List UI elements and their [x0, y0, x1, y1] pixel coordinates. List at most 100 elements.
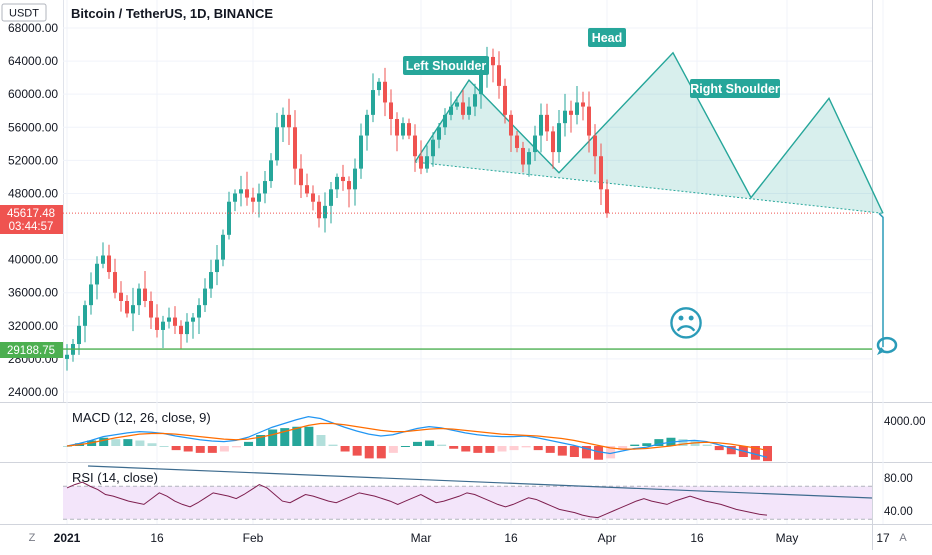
macd-histogram-bar	[437, 444, 447, 446]
macd-axis-label: 4000.00	[884, 416, 926, 428]
macd-histogram-bar	[280, 428, 290, 446]
candle-body	[197, 305, 201, 318]
candle-body	[293, 127, 297, 169]
macd-histogram-bar	[569, 446, 579, 457]
macd-histogram-bar	[654, 439, 664, 446]
macd-histogram-bar	[111, 439, 121, 446]
candle-body	[443, 114, 447, 128]
macd-histogram-bar	[594, 446, 604, 460]
candle-body	[299, 168, 303, 186]
candle-body	[257, 193, 261, 202]
candle-body	[383, 81, 387, 103]
price-tick-label: 24000.00	[8, 385, 58, 399]
macd-histogram-bar	[400, 446, 410, 447]
candle-body	[563, 110, 567, 124]
left-shoulder-label: Left Shoulder	[406, 59, 487, 73]
price-tick-label: 60000.00	[8, 87, 58, 101]
candle-body	[347, 181, 351, 190]
candle-body	[407, 123, 411, 136]
macd-histogram-bar	[207, 446, 217, 453]
time-tick-label: 16	[504, 531, 518, 545]
candle-body	[371, 90, 375, 115]
price-tick-label: 40000.00	[8, 253, 58, 267]
candle-body	[545, 114, 549, 132]
macd-histogram-bar	[171, 446, 181, 451]
currency-badge[interactable]: USDT	[9, 8, 39, 20]
macd-histogram-bar	[521, 446, 531, 448]
auto-scale-button[interactable]: A	[899, 532, 907, 544]
macd-histogram-bar	[219, 446, 229, 452]
macd-histogram-bar	[388, 446, 398, 453]
candle-body	[341, 176, 345, 182]
macd-histogram-bar	[485, 446, 495, 453]
rsi-band	[63, 486, 872, 520]
macd-histogram-bar	[557, 446, 567, 456]
macd-histogram-bar	[268, 429, 278, 446]
price-tick-label: 36000.00	[8, 286, 58, 300]
time-axis[interactable]: 202116FebMar16Apr16May17Jun	[54, 531, 932, 545]
candle-body	[185, 321, 189, 335]
time-tick-label: 2021	[54, 531, 81, 545]
macd-label[interactable]: MACD (12, 26, close, 9)	[72, 410, 211, 425]
candle-body	[491, 56, 495, 66]
candle-body	[227, 201, 231, 235]
candle-body	[119, 292, 123, 301]
candle-body	[167, 317, 171, 322]
candle-body	[605, 189, 609, 214]
candle-body	[287, 114, 291, 128]
time-tick-label: May	[776, 531, 799, 545]
macd-histogram-bar	[183, 446, 193, 452]
macd-histogram-bar	[292, 426, 302, 446]
bar-countdown: 03:44:57	[9, 221, 54, 233]
timezone-button[interactable]: Z	[29, 532, 36, 544]
candle-body	[413, 135, 417, 157]
head-and-shoulders-pattern[interactable]	[414, 51, 884, 214]
currency-badge-box[interactable]	[1, 3, 47, 22]
current-price-value: 45617.48	[7, 208, 55, 220]
time-tick-label: 16	[690, 531, 704, 545]
candle-body	[143, 288, 147, 301]
pattern-outline	[414, 51, 884, 214]
macd-histogram-bar	[316, 435, 326, 446]
candle-body	[65, 354, 69, 359]
candle-body	[335, 176, 339, 190]
macd-histogram-bar	[376, 446, 386, 459]
macd-histogram-bar	[618, 446, 628, 451]
candle-body	[569, 110, 573, 115]
candle-body	[101, 255, 105, 264]
rsi-trend-line[interactable]	[87, 465, 873, 499]
price-tick-label: 32000.00	[8, 319, 58, 333]
candle-body	[95, 263, 99, 285]
sad-face-icon: ☹	[667, 303, 705, 344]
candle-body	[533, 135, 537, 153]
candle-body	[473, 94, 477, 107]
candle-body	[269, 160, 273, 182]
candle-body	[401, 123, 405, 136]
candle-body	[461, 102, 465, 115]
price-tick-label: 52000.00	[8, 153, 58, 167]
candle-body	[317, 201, 321, 219]
support-price-badge	[0, 342, 63, 358]
time-tick-label: Apr	[598, 531, 617, 545]
candle-body	[479, 73, 483, 95]
candle-body	[503, 85, 507, 115]
macd-histogram-bar	[763, 446, 772, 462]
candle-body	[113, 272, 117, 293]
candle-body	[359, 135, 363, 169]
candle-body	[509, 114, 513, 136]
target-arrow-icon	[877, 347, 885, 356]
rsi-label[interactable]: RSI (14, close)	[72, 470, 158, 485]
candle-body	[419, 156, 423, 169]
candle-body	[353, 168, 357, 190]
head-tag	[588, 28, 626, 47]
candle-body	[527, 152, 531, 165]
candle-body	[323, 205, 327, 219]
candle-body	[77, 325, 81, 345]
candle-body	[539, 114, 543, 136]
macd-histogram-bar	[449, 446, 459, 449]
candle-body	[551, 131, 555, 153]
macd-histogram-bar	[750, 446, 760, 460]
macd-histogram-bar	[473, 446, 483, 453]
macd-histogram-bar	[581, 446, 591, 459]
